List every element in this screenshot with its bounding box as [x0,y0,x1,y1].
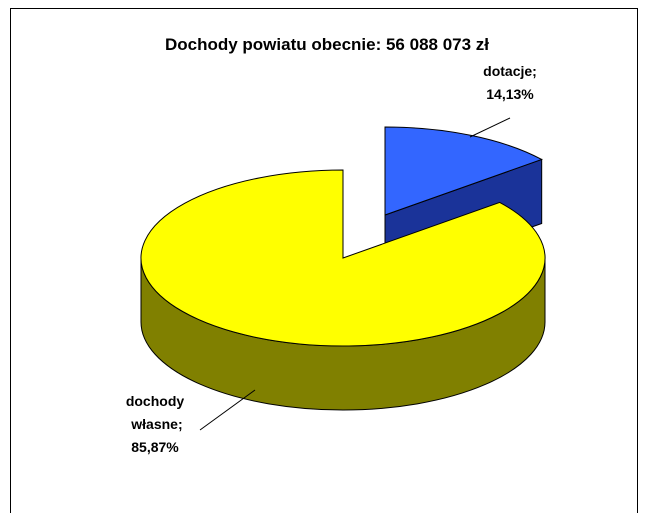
value-label: 85,87% [131,439,179,455]
category-label: dotacje; [483,63,537,79]
category-label: dochody własne; [126,393,185,432]
slice [384,126,543,216]
value-label: 14,13% [486,86,534,102]
leader-line [469,117,511,138]
chart-title: Dochody powiatu obecnie: 56 088 073 zł [165,35,489,54]
leader-line [199,389,256,431]
slice [140,169,546,347]
